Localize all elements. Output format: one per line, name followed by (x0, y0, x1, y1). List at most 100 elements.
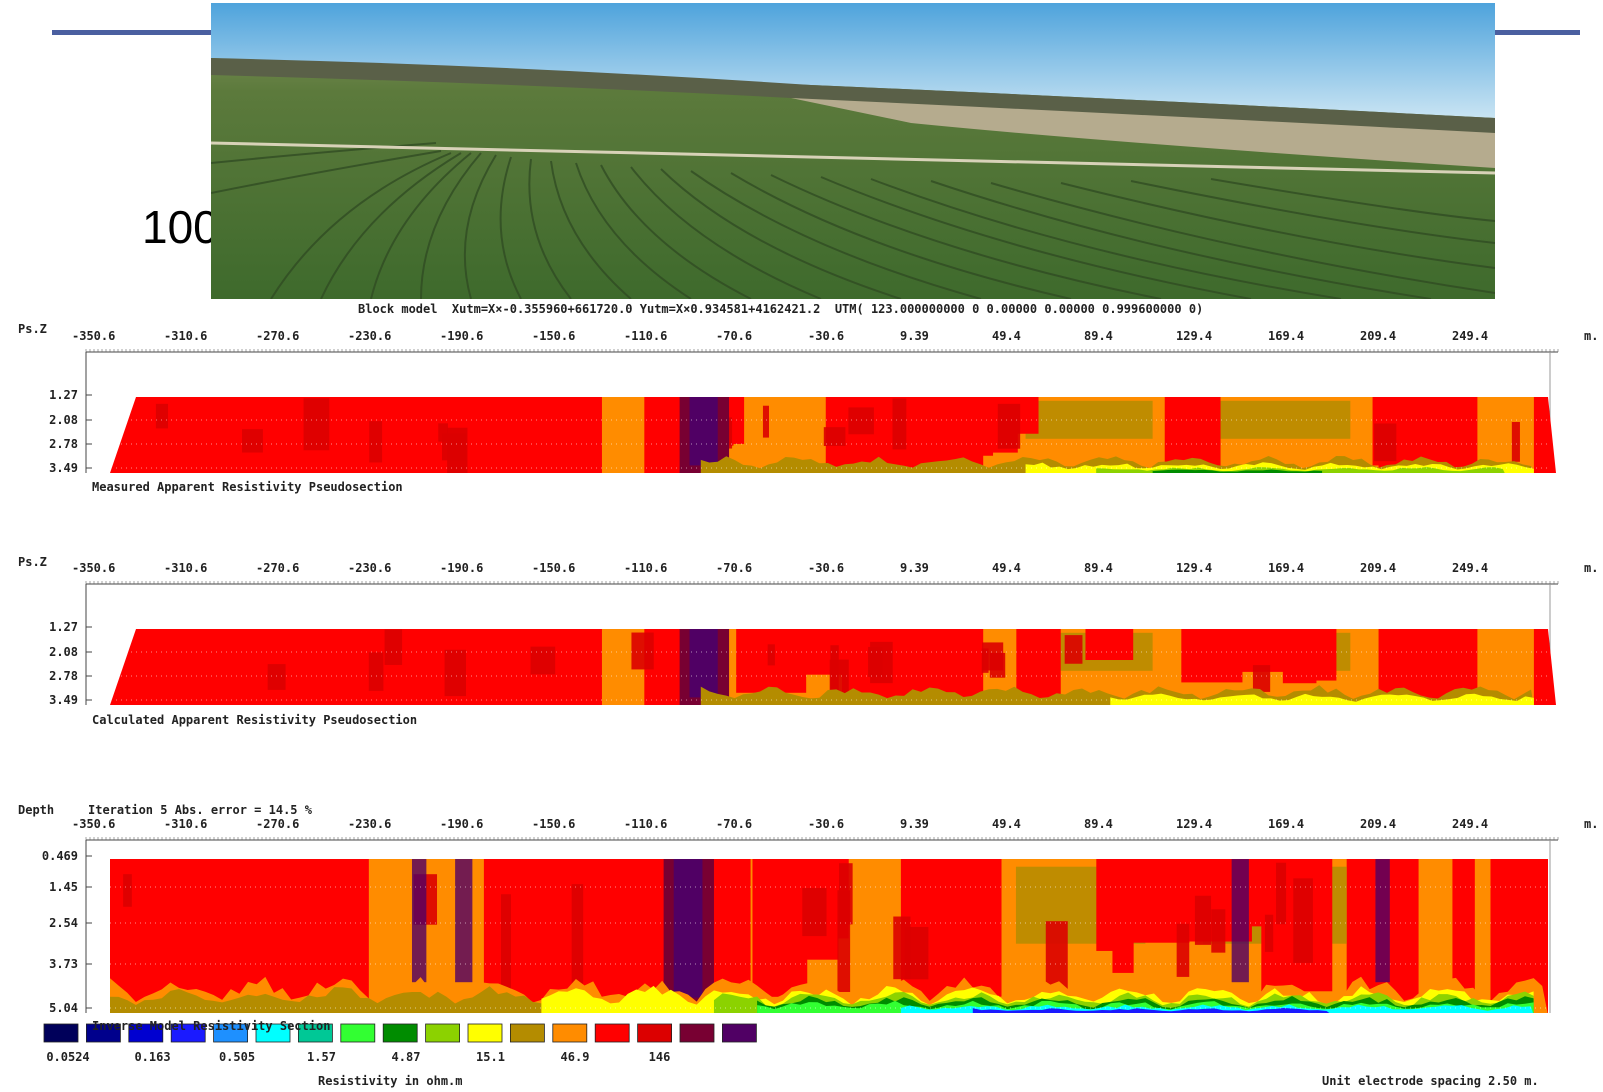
legend-swatch (86, 1023, 121, 1043)
y-tick-label: 5.04 (49, 1001, 78, 1015)
yellow-layer (1110, 693, 1534, 705)
y-tick-label: 3.49 (49, 461, 78, 475)
violet-streak (1231, 859, 1249, 983)
x-unit-label: m. (1584, 817, 1598, 831)
red-blob (1315, 629, 1337, 681)
darkred-streak (1045, 921, 1068, 1000)
slide-rule-right (1490, 30, 1580, 35)
legend-swatch (594, 1023, 630, 1043)
violet-streak (455, 859, 473, 983)
x-tick-label: -150.6 (532, 561, 575, 575)
x-tick-label: 169.4 (1268, 561, 1304, 575)
panel-inverse-iteration: Iteration 5 Abs. error = 14.5 % (88, 803, 312, 817)
panel-inverse-axis-title: Depth (18, 803, 55, 817)
red-blob (1164, 397, 1221, 469)
x-tick-label: -190.6 (440, 329, 483, 343)
x-tick-label: -110.6 (624, 329, 667, 343)
x-tick-label: -150.6 (532, 329, 575, 343)
y-tick-label: 1.45 (49, 880, 78, 894)
x-tick-label: -310.6 (164, 561, 207, 575)
darkred-streak (369, 421, 383, 463)
y-tick-label: 2.08 (49, 413, 78, 427)
x-tick-label: -30.6 (808, 329, 844, 343)
x-tick-label: -190.6 (440, 561, 483, 575)
blue-bottom (972, 1008, 1333, 1013)
red-blob (943, 629, 967, 697)
darkred-streak (155, 403, 169, 429)
x-tick-label: -350.6 (72, 561, 115, 575)
legend-swatch (425, 1023, 461, 1043)
darkred-streak (571, 884, 584, 984)
x-tick-label: 89.4 (1084, 561, 1113, 575)
legend-swatch (467, 1023, 503, 1043)
panel-inverse-caption: Inverse Model Resistivity Section (92, 1019, 331, 1033)
y-tick-label: 2.78 (49, 437, 78, 451)
electrode-spacing-note: Unit electrode spacing 2.50 m. (1322, 1074, 1539, 1088)
x-unit-label: m. (1584, 329, 1598, 343)
slide-rule-left (52, 30, 222, 35)
legend-swatch (255, 1023, 291, 1043)
green-layer (1152, 469, 1323, 473)
x-tick-label: 249.4 (1452, 561, 1488, 575)
legend-value-label: 1.57 (307, 1050, 336, 1064)
x-tick-label: -70.6 (716, 561, 752, 575)
darkred-streak (1211, 909, 1226, 953)
block-model-header: Block model Xutm=X×-0.355960+661720.0 Yu… (358, 302, 1204, 316)
x-tick-label: 169.4 (1268, 817, 1304, 831)
y-tick-label: 1.27 (49, 620, 78, 634)
x-tick-label: -350.6 (72, 329, 115, 343)
darkred-streak (123, 874, 132, 907)
y-tick-label: 2.08 (49, 645, 78, 659)
darkred-streak (802, 888, 827, 937)
olive-bottom-left (110, 986, 542, 1013)
x-tick-label: -30.6 (808, 817, 844, 831)
legend-swatch (552, 1023, 588, 1043)
x-tick-label: 129.4 (1176, 329, 1212, 343)
darkred-streak (303, 398, 330, 451)
x-tick-label: 89.4 (1084, 329, 1113, 343)
darkred-streak (893, 916, 911, 980)
legend-swatch (382, 1023, 418, 1043)
x-tick-label: 209.4 (1360, 329, 1396, 343)
darkred-streak (444, 649, 466, 697)
darkred-streak (997, 403, 1021, 449)
x-tick-label: 9.39 (900, 817, 929, 831)
panel-measured-axis-title: Ps.Z (18, 322, 47, 336)
red-blob (928, 397, 991, 455)
violet-streak (411, 859, 427, 983)
legend-value-label: 0.505 (219, 1050, 255, 1064)
red-blob (1419, 629, 1476, 698)
legend-value-label: 0.163 (134, 1050, 170, 1064)
y-tick-label: 3.49 (49, 693, 78, 707)
x-tick-label: -350.6 (72, 817, 115, 831)
heatmap-body (110, 629, 1556, 705)
x-tick-label: -30.6 (808, 561, 844, 575)
red-blob (1452, 859, 1475, 1003)
olive-zone (1209, 400, 1351, 439)
x-unit-label: m. (1584, 561, 1598, 575)
y-tick-label: 2.54 (49, 916, 78, 930)
x-tick-label: -150.6 (532, 817, 575, 831)
x-tick-label: -230.6 (348, 817, 391, 831)
x-tick-label: 89.4 (1084, 817, 1113, 831)
darkred-streak (1194, 895, 1212, 945)
x-tick-label: -230.6 (348, 561, 391, 575)
slide-partial-text: 100 (142, 201, 219, 253)
panel-measured-caption: Measured Apparent Resistivity Pseudosect… (92, 480, 403, 494)
legend-value-label: 46.9 (561, 1050, 590, 1064)
violet-streak (1375, 859, 1390, 983)
legend-title: Resistivity in ohm.m (318, 1074, 463, 1088)
y-tick-label: 1.27 (49, 388, 78, 402)
violet-column (673, 859, 703, 998)
darkred-streak (767, 644, 775, 666)
darkred-streak (1293, 878, 1313, 963)
darkred-streak (1374, 423, 1397, 462)
legend-swatch (679, 1023, 715, 1043)
panel-calculated-axis-title: Ps.Z (18, 555, 47, 569)
red-blob (1016, 629, 1061, 704)
legend-swatch (637, 1023, 672, 1043)
legend-swatch (340, 1023, 376, 1043)
section-inverse: -350.6 -310.6 -270.6 -230.6 -190.6 -150.6 -110… (42, 817, 1599, 1015)
x-tick-label: -190.6 (440, 817, 483, 831)
x-tick-label: 169.4 (1268, 329, 1304, 343)
